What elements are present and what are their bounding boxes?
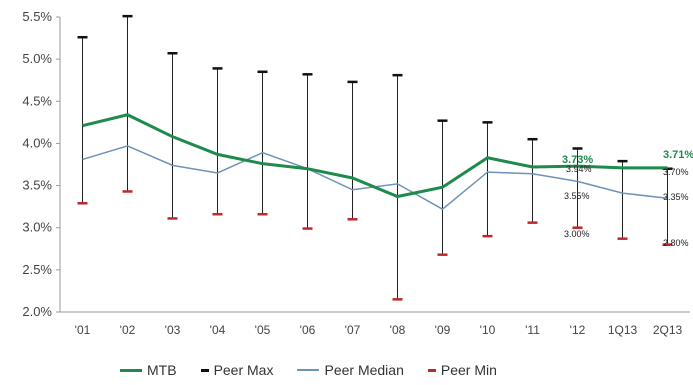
x-tick-label: '04 [210, 323, 226, 337]
label-median-12: 3.55% [564, 191, 590, 201]
legend-item-peer-max: Peer Max [200, 362, 274, 378]
label-mtb-2q13: 3.71% [663, 149, 693, 161]
x-tick-label: '11 [525, 323, 540, 337]
legend-swatch-mtb [120, 368, 142, 372]
y-axis-ticks: 2.0% 2.5% 3.0% 3.5% 4.0% 4.5% 5.0% 5.5% [22, 9, 60, 319]
y-tick-label: 5.0% [22, 51, 52, 66]
axes [59, 17, 690, 313]
label-min-2q13: 2.80% [663, 238, 689, 248]
x-tick-label: '03 [165, 323, 181, 337]
label-max-2q13: 3.70% [663, 167, 689, 177]
y-tick-label: 2.5% [22, 262, 52, 277]
y-tick-label: 5.5% [22, 9, 52, 24]
legend-swatch-peer-median [297, 369, 320, 371]
x-tick-label: '06 [300, 323, 316, 337]
y-tick-label: 2.0% [22, 304, 52, 319]
legend-label-peer-median: Peer Median [324, 362, 404, 378]
chart-area: 2.0%2.5%3.0%3.5%4.0%4.5%5.0%5.5% '01'02 '… [22, 9, 693, 337]
y-tick-label: 3.5% [22, 178, 52, 193]
x-tick-label: '08 [390, 323, 406, 337]
legend-swatch-peer-max [200, 368, 209, 372]
x-tick-label: '12 [570, 323, 586, 337]
series-lines [82, 113, 668, 211]
x-tick-label: '10 [480, 323, 496, 337]
legend-item-peer-median: Peer Median [297, 362, 404, 378]
peer-range-bars [77, 14, 673, 301]
legend: MTB Peer Max Peer Median Peer Min [120, 362, 640, 378]
x-tick-label: '09 [435, 323, 451, 337]
x-tick-label: '05 [255, 323, 271, 337]
y-tick-label: 4.0% [22, 135, 52, 150]
legend-label-peer-max: Peer Max [213, 362, 274, 378]
legend-label-mtb: MTB [147, 362, 177, 378]
x-axis-ticks: '01 '02 '03 '04 '05 '06 '07 '08 '09 '10 '11 '12 1Q13… [75, 323, 683, 337]
legend-item-mtb: MTB [120, 362, 177, 378]
label-max-12: 3.94% [566, 164, 592, 174]
x-tick-label: '01 [75, 323, 91, 337]
y-tick-label: 3.0% [22, 220, 52, 235]
label-mtb-12: 3.73% [562, 154, 593, 166]
x-tick-label: 2Q13 [653, 323, 683, 337]
y-tick-label: 4.5% [22, 93, 52, 108]
label-min-12: 3.00% [564, 229, 590, 239]
legend-item-peer-min: Peer Min [427, 362, 497, 378]
x-tick-label: '02 [120, 323, 136, 337]
x-tick-label: '07 [345, 323, 361, 337]
mtb-line [82, 113, 668, 199]
label-median-2q13: 3.35% [663, 192, 689, 202]
legend-label-peer-min: Peer Min [440, 362, 497, 378]
x-tick-label: 1Q13 [608, 323, 638, 337]
data-labels: 3.94% 3.73% 3.55% 3.00% 3.71% 3.70% 3.35… [562, 149, 693, 248]
legend-swatch-peer-min [427, 368, 436, 372]
